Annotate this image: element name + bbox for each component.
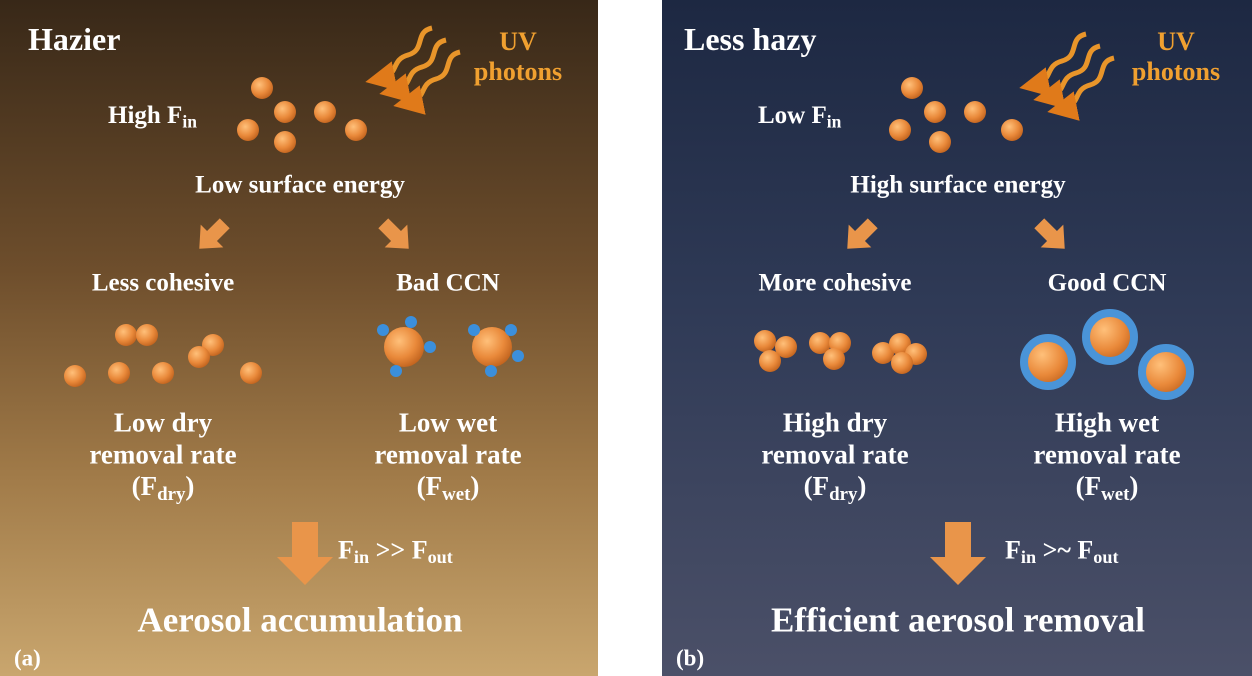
uv-label: UV <box>1157 27 1195 56</box>
text-part: (F <box>131 471 158 502</box>
result: Efficient aerosol removal <box>771 600 1145 640</box>
arrows <box>847 218 1065 585</box>
subscript: wet <box>442 483 471 505</box>
removal-rate: (Fwet) <box>417 473 480 505</box>
removal-rate: Low dry <box>113 407 213 438</box>
removal-rate: High dry <box>782 407 888 438</box>
panel-title: Less hazy <box>684 21 817 57</box>
branch-heading: Less cohesive <box>91 269 235 297</box>
text-part: ) <box>470 471 480 502</box>
text-part: High F <box>108 102 183 130</box>
removal-rate: removal rate <box>761 439 909 470</box>
flux-balance: Fin >~ Fout <box>1005 535 1119 568</box>
particles <box>754 77 1023 374</box>
removal-rate: (Fdry) <box>132 473 195 505</box>
water-dots <box>377 316 524 377</box>
text-part: Low F <box>758 102 827 130</box>
subscript: dry <box>829 483 858 505</box>
panel-title: Hazier <box>28 21 121 57</box>
removal-rate: (Fwet) <box>1076 473 1139 505</box>
subscript: out <box>1093 547 1119 568</box>
subscript: in <box>353 547 370 568</box>
text-part: ) <box>857 471 867 502</box>
text-part: >> F <box>369 535 428 565</box>
panel-tag: (b) <box>676 645 705 671</box>
subscript: dry <box>157 483 186 505</box>
uv-label: photons <box>473 57 563 86</box>
removal-rate: (Fdry) <box>804 473 867 505</box>
result: Aerosol accumulation <box>137 600 463 640</box>
flux-in: High Fin <box>108 103 197 131</box>
subscript: out <box>427 547 453 568</box>
droplets <box>1020 309 1194 400</box>
panel-b: Less hazy UV photons Low Fin High surface en… <box>662 0 1252 676</box>
flux-balance: Fin >> Fout <box>338 535 453 568</box>
flux-in: Low Fin <box>758 103 841 131</box>
subscript: in <box>826 111 842 132</box>
text-part: (F <box>416 471 443 502</box>
uv-arrows <box>365 25 461 115</box>
removal-rate: removal rate <box>89 439 237 470</box>
surface-energy: Low surface energy <box>195 171 405 199</box>
uv-label: UV <box>499 27 537 56</box>
particles <box>64 77 512 387</box>
branch-heading: More cohesive <box>758 269 912 297</box>
removal-rate: High wet <box>1054 407 1160 438</box>
removal-rate: removal rate <box>1033 439 1181 470</box>
text-part: ) <box>1129 471 1139 502</box>
panel-tag: (a) <box>14 645 41 671</box>
text-part: ) <box>185 471 195 502</box>
shapes <box>754 31 1194 585</box>
uv-label: photons <box>1131 57 1221 86</box>
uv-arrows <box>1019 31 1115 121</box>
subscript: in <box>182 111 197 132</box>
removal-rate: Low wet <box>398 407 498 438</box>
surface-energy: High surface energy <box>850 171 1066 199</box>
branch-heading: Bad CCN <box>396 269 500 297</box>
panel-a: Hazier UV photons High Fin Low surface energ… <box>0 0 598 676</box>
arrows <box>199 218 409 585</box>
shapes <box>64 25 524 585</box>
text-part: (F <box>1075 471 1102 502</box>
subscript: in <box>1020 547 1037 568</box>
text-part: F <box>1005 535 1021 565</box>
subscript: wet <box>1101 483 1130 505</box>
text-part: (F <box>803 471 830 502</box>
text-part: >~ F <box>1036 535 1094 565</box>
text-part: F <box>338 535 354 565</box>
branch-heading: Good CCN <box>1047 269 1167 297</box>
removal-rate: removal rate <box>374 439 522 470</box>
